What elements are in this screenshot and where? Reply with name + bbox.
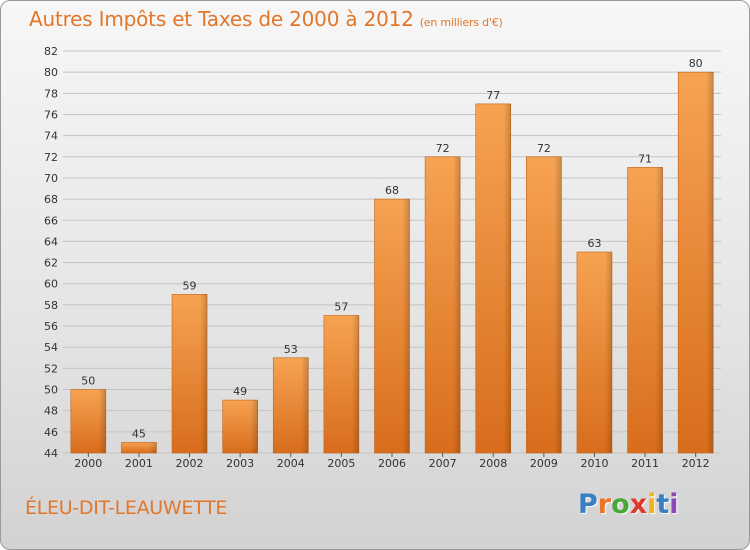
y-tick-label: 76 <box>44 108 58 121</box>
bar-shade-2010 <box>604 252 612 453</box>
bar-shade-2005 <box>351 315 359 453</box>
y-tick-label: 82 <box>44 45 58 58</box>
value-label-2000: 50 <box>81 375 95 388</box>
x-tick-label: 2000 <box>74 457 102 470</box>
value-label-2001: 45 <box>132 427 146 440</box>
bar-shade-2006 <box>402 199 410 453</box>
logo-letter: r <box>597 489 612 520</box>
y-tick-label: 62 <box>44 257 58 270</box>
x-tick-label: 2001 <box>125 457 153 470</box>
bar-shade-2004 <box>301 357 309 453</box>
bar-shade-2009 <box>554 156 562 453</box>
y-axis-ticks: 44 46 48 50 52 54 56 58 60 62 64 66 68 70 72 74 76 78 80 82 <box>44 45 58 460</box>
y-tick-label: 68 <box>44 193 58 206</box>
y-tick-label: 58 <box>44 299 58 312</box>
y-tick-label: 70 <box>44 172 58 185</box>
proxiti-logo: Proxiti <box>578 489 679 520</box>
x-axis-ticks: 2000 2001 2002 2003 2004 2005 2006 2007 2008 2009… <box>74 453 710 470</box>
value-labels: 50 45 59 49 53 57 68 72 77 72 63 71 80 <box>81 57 702 440</box>
logo-letter: P <box>578 489 598 520</box>
value-label-2011: 71 <box>638 152 652 165</box>
y-tick-label: 52 <box>44 362 58 375</box>
y-tick-label: 46 <box>44 426 58 439</box>
x-tick-label: 2005 <box>327 457 355 470</box>
y-tick-label: 50 <box>44 384 58 397</box>
x-tick-label: 2006 <box>378 457 406 470</box>
y-tick-label: 66 <box>44 214 58 227</box>
bar-shade-2007 <box>453 156 461 453</box>
x-tick-label: 2003 <box>226 457 254 470</box>
y-tick-label: 44 <box>44 447 58 460</box>
logo-letter: x <box>629 489 648 520</box>
bar-shade-2008 <box>503 103 511 453</box>
value-label-2005: 57 <box>334 300 348 313</box>
bar-shade-2002 <box>200 294 208 453</box>
x-tick-label: 2004 <box>277 457 305 470</box>
x-tick-label: 2012 <box>682 457 710 470</box>
logo-letter: t <box>656 489 670 520</box>
title-unit: (en milliers d'€) <box>419 16 503 29</box>
x-tick-label: 2008 <box>479 457 507 470</box>
bar-shade-2012 <box>706 72 714 453</box>
value-label-2002: 59 <box>183 279 197 292</box>
value-label-2008: 77 <box>486 89 500 102</box>
y-tick-label: 78 <box>44 87 58 100</box>
value-label-2010: 63 <box>587 237 601 250</box>
bar-shade-2003 <box>250 400 258 453</box>
value-label-2006: 68 <box>385 184 399 197</box>
y-tick-label: 60 <box>44 278 58 291</box>
x-tick-label: 2011 <box>631 457 659 470</box>
y-tick-label: 80 <box>44 66 58 79</box>
value-label-2007: 72 <box>436 142 450 155</box>
bar-shade-2001 <box>149 442 157 453</box>
y-tick-label: 48 <box>44 405 58 418</box>
y-tick-label: 72 <box>44 151 58 164</box>
chart-title: Autres Impôts et Taxes de 2000 à 2012 (en… <box>29 7 503 31</box>
bar-shade-2000 <box>98 389 106 453</box>
value-label-2004: 53 <box>284 343 298 356</box>
logo-letter: o <box>611 489 630 520</box>
y-tick-label: 56 <box>44 320 58 333</box>
x-tick-label: 2002 <box>176 457 204 470</box>
title-text: Autres Impôts et Taxes de 2000 à 2012 <box>29 7 414 31</box>
value-label-2012: 80 <box>689 57 703 70</box>
y-tick-label: 74 <box>44 130 58 143</box>
x-tick-label: 2009 <box>530 457 558 470</box>
logo-letter: i <box>669 489 679 520</box>
value-label-2003: 49 <box>233 385 247 398</box>
logo-letter: i <box>647 489 657 520</box>
y-tick-label: 64 <box>44 235 58 248</box>
value-label-2009: 72 <box>537 142 551 155</box>
x-tick-label: 2010 <box>580 457 608 470</box>
y-tick-label: 54 <box>44 341 58 354</box>
bar-shade-2011 <box>655 167 663 454</box>
bars <box>70 71 714 454</box>
commune-name: ÉLEU-DIT-LEAUWETTE <box>25 497 228 519</box>
x-tick-label: 2007 <box>429 457 457 470</box>
